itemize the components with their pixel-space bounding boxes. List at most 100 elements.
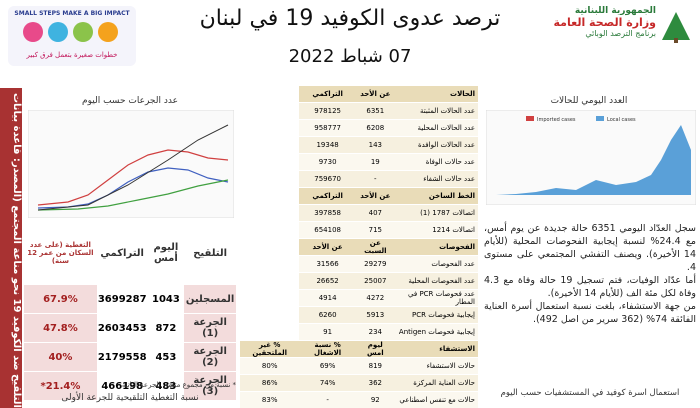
vaccination-chart-title: عدد الجرعات حسب اليوم: [82, 96, 178, 106]
table-cell: 6260: [299, 306, 356, 324]
header-cell: التغطية (على عدد السكان من عمر 12 سنة): [24, 222, 97, 285]
table-row: عدد حالات الوفاة 19 9730: [240, 153, 478, 171]
table-cell: 4272: [355, 289, 395, 307]
title: ترصد عدوى الكوفيد 19 في لبنان: [199, 6, 501, 31]
header-cell: اليوم أمس: [147, 222, 185, 285]
table-cell: عدد الحالات المحلية: [394, 119, 478, 137]
table-row: حالات مع تنفس اصطناعي 92-83%: [240, 391, 478, 408]
table-cell: 143: [355, 136, 395, 154]
table-cell: 4914: [299, 289, 356, 307]
table-cell: 819: [355, 357, 395, 375]
table-cell: الجرعة (1): [184, 313, 236, 343]
ministry-logo: الجمهورية اللبنانية وزارة الصحة العامة ب…: [542, 6, 692, 43]
table-cell: 19348: [299, 136, 356, 154]
table-cell: 759670: [299, 170, 356, 188]
table-cell: 83%: [240, 391, 300, 408]
table-row: الجرعة (3) 483 466198 21.4%*: [24, 371, 236, 401]
vaccination-header: التلقيح اليوم أمس التراكمي التغطية (على عدد…: [24, 222, 236, 285]
ministry-line: وزارة الصحة العامة: [553, 16, 657, 29]
table-cell: 715: [355, 221, 395, 239]
section-header: الاستشفاء ليوم امس% نسبة الاشغال% غير الم…: [240, 340, 478, 358]
header-cell: التراكمي: [299, 187, 356, 205]
campaign-logo: SMALL STEPS MAKE A BIG IMPACT خطوات صغير…: [8, 6, 136, 66]
section-header: الخط الساخن عن الأحد التراكمي: [240, 187, 478, 205]
table-cell: عدد الحالات الوافدة: [394, 136, 478, 154]
table-cell: اتصالات 1214: [394, 221, 478, 239]
table-cell: 6351: [355, 102, 395, 120]
table-row: عدد حالات الشفاء -759670: [240, 170, 478, 188]
table-cell: 234: [355, 323, 395, 341]
table-row: الجرعة (2) 453 2179558 40%: [24, 342, 236, 372]
section-header: الفحوصات عن السبت عن الأحد: [240, 238, 478, 256]
table-row: حالات العناية المركزة 362 74% 86%: [240, 374, 478, 392]
table-cell: 397858: [299, 204, 356, 222]
header-cell: التراكمي: [96, 222, 148, 285]
daily-cases-title: العدد اليومي للحالات: [550, 96, 628, 106]
table-cell: 26652: [299, 272, 356, 290]
header-cell: التراكمي: [299, 86, 356, 103]
table-row: عدد فحوصات PCR في المطار 4272 4914: [240, 289, 478, 307]
table-row: عدد الحالات الوافدة 143 19348: [240, 136, 478, 154]
daily-cases-chart: Imported cases Local cases: [486, 110, 696, 205]
table-cell: 872: [147, 313, 185, 343]
summary-paragraph: سجل العدّاد اليومي 6351 حالة جديدة عن يو…: [484, 223, 697, 273]
header-cell: الفحوصات: [394, 238, 478, 256]
table-cell: 86%: [240, 374, 300, 392]
table-cell: 21.4%*: [24, 371, 97, 401]
table-cell: 67.9%: [24, 284, 97, 314]
table-row: الجرعة (1) 872 2603453 47.8%: [24, 313, 236, 343]
table-cell: 6208: [355, 119, 395, 137]
table-cell: 2603453: [96, 313, 148, 343]
table-cell: 1043: [147, 284, 185, 314]
summary-paragraph: أما عدّاد الوفيات، فتم تسجيل 19 حالة وفا…: [484, 275, 697, 299]
table-cell: 453: [147, 342, 185, 372]
header-cell: عن الأحد: [355, 187, 395, 205]
campaign-ar: خطوات صغيرة بتعمل فرق كبير: [26, 51, 118, 59]
table-row: إيجابية فحوصات Antigen 234 91: [240, 323, 478, 341]
table-cell: 29279: [355, 255, 395, 273]
table-cell: حالات مع تنفس اصطناعي: [394, 391, 478, 408]
table-cell: 5913: [355, 306, 395, 324]
table-cell: 19: [355, 153, 395, 171]
table-cell: 466198: [96, 371, 148, 401]
table-row: عدد الفحوصات المحلية 25007 26652: [240, 272, 478, 290]
ministry-line: برنامج الترصد الوبائي: [585, 29, 656, 38]
header-cell: الاستشفاء: [394, 340, 478, 358]
table-cell: 31566: [299, 255, 356, 273]
header-cell: الحالات: [394, 86, 478, 103]
legend-label: Imported cases: [537, 117, 576, 123]
ministry-line: الجمهورية اللبنانية: [574, 6, 656, 16]
table-cell: 362: [355, 374, 395, 392]
header-cell: عن الأحد: [299, 238, 356, 256]
table-cell: 407: [355, 204, 395, 222]
header-cell: عن السبت: [355, 238, 395, 256]
header-cell: عن الأحد: [355, 86, 395, 103]
table-row: حالات الاستشفاء 819 69% 80%: [240, 357, 478, 375]
table-cell: 74%: [299, 374, 356, 392]
table-cell: 654108: [299, 221, 356, 239]
vaccination-footer-title: نسبة التغطية التلقيحية للجرعة الأولى: [61, 393, 199, 403]
table-cell: عدد فحوصات PCR في المطار: [394, 289, 478, 307]
legend-swatch: [596, 116, 604, 121]
table-row: اتصالات 1214 715 654108: [240, 221, 478, 239]
table-cell: عدد الفحوصات: [394, 255, 478, 273]
campaign-art: [23, 22, 118, 42]
cedar-icon: [662, 12, 690, 43]
table-cell: اتصالات 1787 (1): [394, 204, 478, 222]
table-cell: 69%: [299, 357, 356, 375]
section-header: الحالات عن الأحد التراكمي: [240, 86, 478, 103]
summary-paragraph: من جهة الاستشفاء، بلغت نسبة استعمال أسرة…: [484, 301, 696, 325]
table-cell: 9730: [299, 153, 356, 171]
hospital-chart-title: استعمال اسرة كوفيد في المستشفيات حسب الي…: [500, 388, 680, 398]
table-cell: عدد حالات الوفاة: [394, 153, 478, 171]
table-cell: الجرعة (2): [184, 342, 236, 372]
table-row: عدد الفحوصات 29279 31566: [240, 255, 478, 273]
table-cell: 958777: [299, 119, 356, 137]
summary: سجل العدّاد اليومي 6351 حالة جديدة عن يو…: [484, 222, 696, 326]
campaign-en: SMALL STEPS MAKE A BIG IMPACT: [14, 10, 130, 17]
table-cell: الجرعة (3): [184, 371, 236, 401]
table-cell: -: [355, 170, 395, 188]
table-cell: المسجلين: [184, 284, 236, 314]
